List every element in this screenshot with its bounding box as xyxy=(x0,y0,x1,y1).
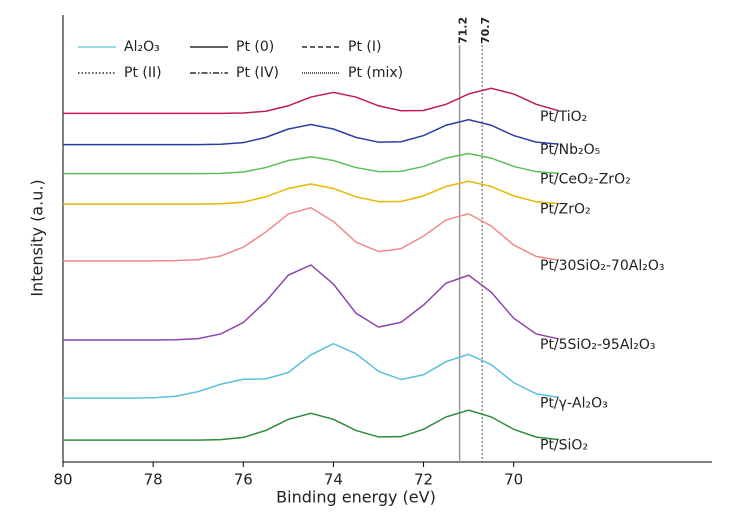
x-tick-label: 70 xyxy=(504,471,523,489)
legend-label: Pt (IV) xyxy=(236,65,279,81)
legend-label: Pt (mix) xyxy=(348,65,403,81)
legend-label: Pt (0) xyxy=(236,39,274,55)
legend-label: Al₂O₃ xyxy=(124,39,160,55)
legend-label: Pt (II) xyxy=(124,65,162,81)
reference-label: 70.7 xyxy=(479,17,492,44)
spectrum-line xyxy=(63,87,559,115)
spectrum-label: Pt/Nb₂O₅ xyxy=(540,142,600,158)
x-axis-label: Binding energy (eV) xyxy=(276,488,436,507)
spectrum-line xyxy=(63,342,559,399)
spectrum-line xyxy=(63,152,559,175)
x-tick-label: 80 xyxy=(53,471,72,489)
spectrum-label: Pt/ZrO₂ xyxy=(540,202,591,218)
x-tick-label: 74 xyxy=(324,471,343,489)
spectrum-label: Pt/TiO₂ xyxy=(540,109,587,125)
spectrum-line xyxy=(63,206,559,262)
spectrum-line xyxy=(63,180,559,205)
spectrum-line xyxy=(63,118,559,146)
spectrum-label: Pt/5SiO₂-95Al₂O₃ xyxy=(540,337,656,353)
reference-label: 71.2 xyxy=(457,17,470,44)
x-tick-label: 76 xyxy=(234,471,253,489)
spectrum-line xyxy=(63,264,559,341)
spectrum-label: Pt/γ-Al₂O₃ xyxy=(540,395,608,411)
spectrum-label: Pt/30SiO₂-70Al₂O₃ xyxy=(540,258,664,274)
spectrum-label: Pt/CeO₂-ZrO₂ xyxy=(540,171,631,187)
y-axis-label: Intensity (a.u.) xyxy=(28,179,47,296)
x-tick-label: 72 xyxy=(414,471,433,489)
x-tick-label: 78 xyxy=(144,471,163,489)
spectrum-line xyxy=(63,409,559,441)
spectrum-label: Pt/SiO₂ xyxy=(540,438,588,454)
legend-label: Pt (I) xyxy=(348,39,381,55)
